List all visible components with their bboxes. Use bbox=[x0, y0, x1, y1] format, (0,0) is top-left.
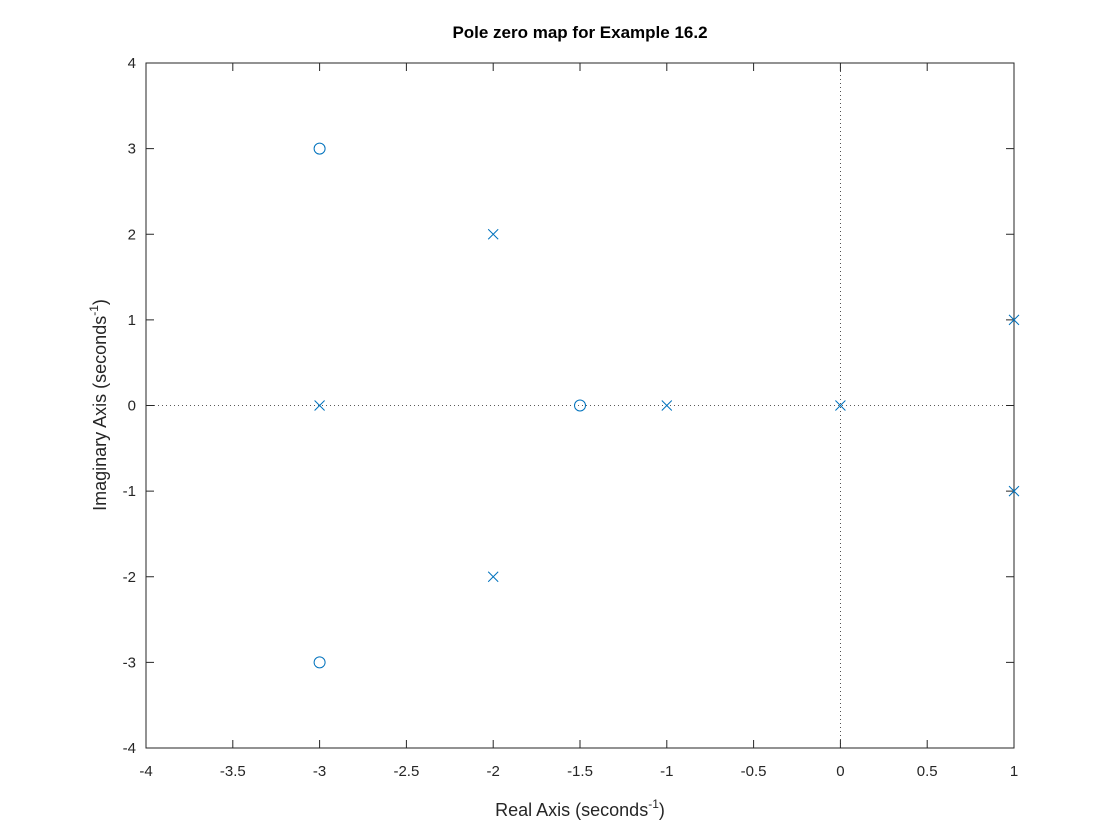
zero-marker bbox=[313, 142, 326, 155]
pole-marker bbox=[661, 400, 673, 411]
x-tick-label: 0.5 bbox=[917, 763, 938, 780]
x-tick-label: 0 bbox=[836, 763, 844, 780]
pole-marker bbox=[314, 400, 325, 411]
x-tick-label: -2.5 bbox=[393, 763, 419, 780]
zero-marker bbox=[313, 656, 326, 669]
pole-marker bbox=[835, 400, 846, 411]
y-tick-label: -1 bbox=[123, 483, 136, 500]
plot-frame bbox=[145, 62, 1015, 749]
y-axis-label-superscript: -1 bbox=[87, 305, 101, 316]
x-tick-label: -1 bbox=[660, 763, 673, 780]
y-tick-label: -4 bbox=[123, 740, 136, 757]
chart-title: Pole zero map for Example 16.2 bbox=[452, 23, 707, 42]
x-axis-label-text: Real Axis (seconds bbox=[495, 800, 648, 820]
zero-marker bbox=[574, 399, 586, 412]
y-axis-label-suffix: ) bbox=[90, 299, 110, 305]
x-axis-label-suffix: ) bbox=[659, 800, 665, 820]
x-axis-label-superscript: -1 bbox=[648, 797, 659, 811]
x-tick-label: -2 bbox=[487, 763, 500, 780]
pole-marker bbox=[487, 228, 499, 240]
y-axis-label: Imaginary Axis (seconds-1) bbox=[87, 299, 110, 511]
y-tick-label: 3 bbox=[128, 141, 136, 158]
pole-marker bbox=[1008, 314, 1020, 326]
x-tick-label: -0.5 bbox=[741, 763, 767, 780]
x-tick-label: -3.5 bbox=[220, 763, 246, 780]
y-tick-label: 4 bbox=[128, 55, 136, 72]
y-tick-label: -3 bbox=[123, 654, 136, 671]
pole-marker bbox=[487, 571, 499, 583]
y-axis-label-text: Imaginary Axis (seconds bbox=[90, 316, 110, 511]
y-tick-label: 1 bbox=[128, 312, 136, 329]
y-tick-label: 0 bbox=[128, 398, 136, 415]
y-tick-label: 2 bbox=[128, 226, 136, 243]
x-tick-label: -1.5 bbox=[567, 763, 593, 780]
pole-marker bbox=[1008, 485, 1020, 497]
x-axis-label: Real Axis (seconds-1) bbox=[495, 797, 665, 820]
x-tick-label: -4 bbox=[139, 763, 152, 780]
x-tick-label: -3 bbox=[313, 763, 326, 780]
x-tick-label: 1 bbox=[1010, 763, 1018, 780]
y-tick-label: -2 bbox=[123, 569, 136, 586]
